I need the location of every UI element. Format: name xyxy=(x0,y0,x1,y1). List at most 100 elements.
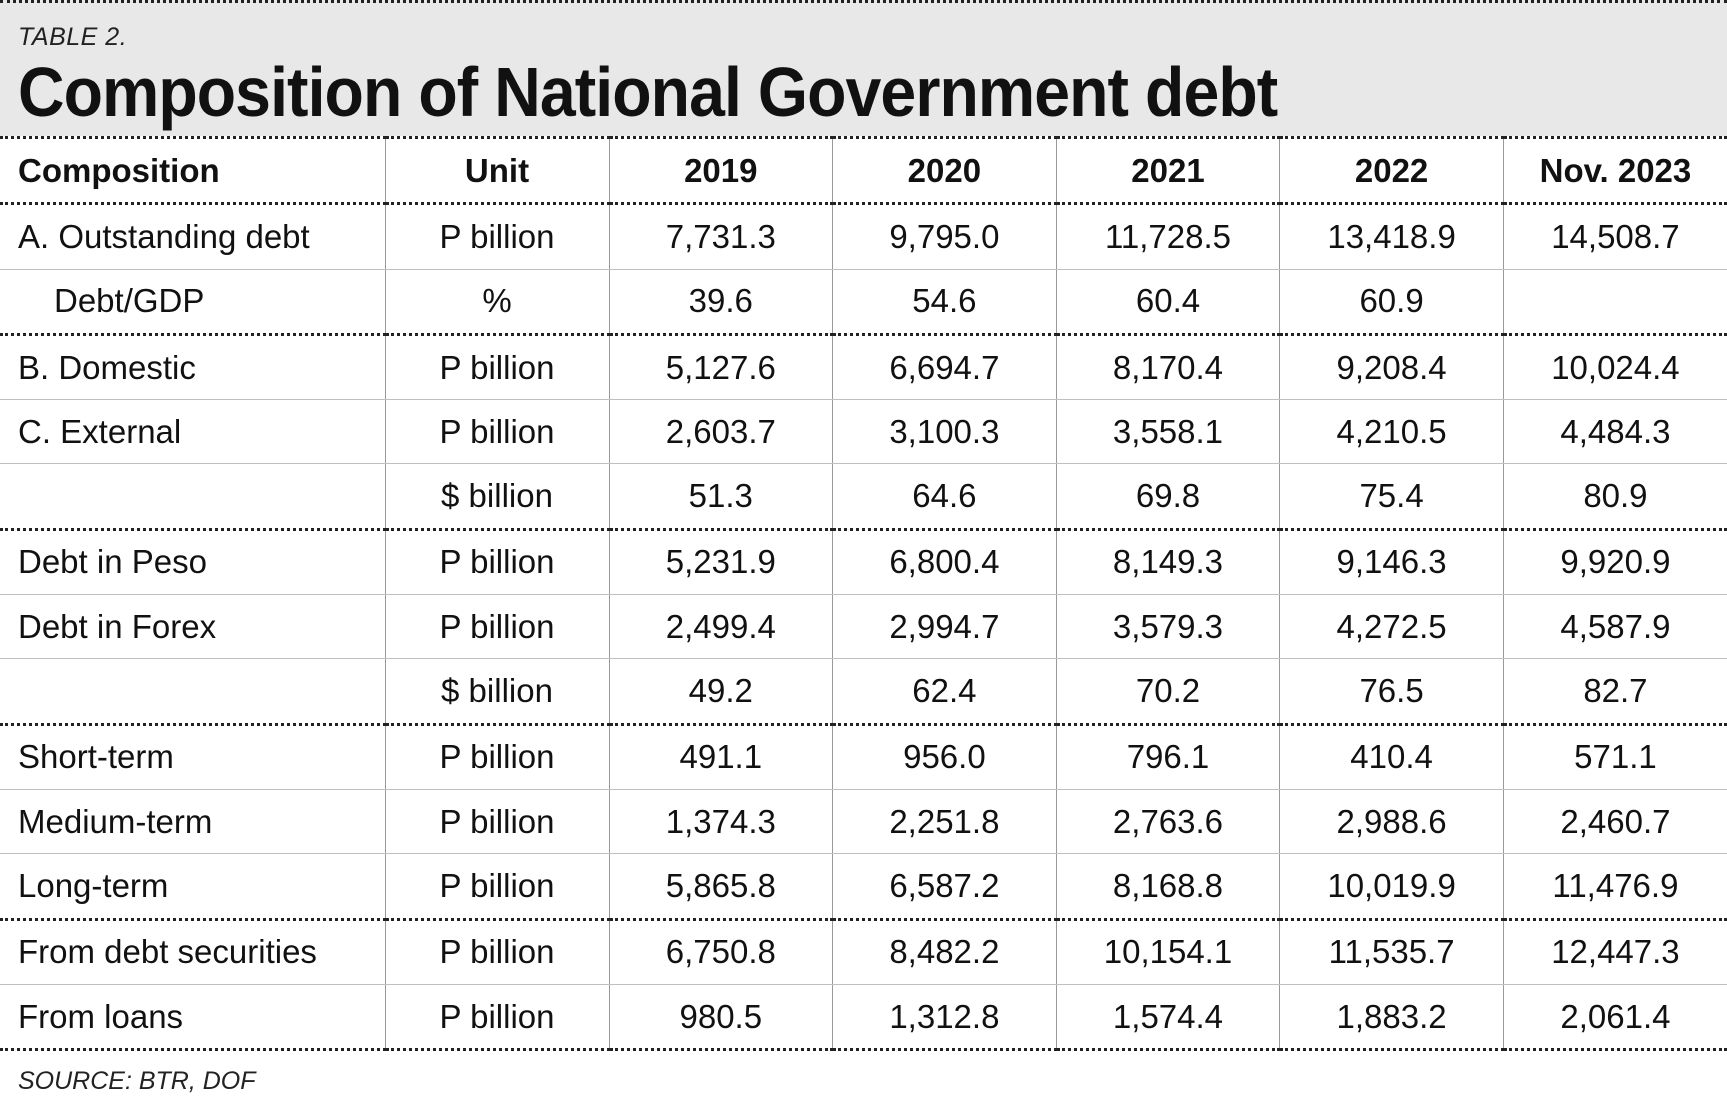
table-cell: P billion xyxy=(384,789,609,855)
table-cell: Long-term xyxy=(0,853,385,921)
table-cell: P billion xyxy=(384,399,609,465)
table-cell: P billion xyxy=(384,853,609,921)
table-cell: 5,127.6 xyxy=(608,334,833,401)
table-cell: From debt securities xyxy=(0,919,385,985)
table-cell: Short-term xyxy=(0,724,385,790)
table-cell: 80.9 xyxy=(1502,463,1727,531)
table-cell: 82.7 xyxy=(1502,658,1727,726)
table-cell: 2,763.6 xyxy=(1055,789,1280,855)
debt-composition-table: Composition Unit 2019 2020 2021 2022 Nov… xyxy=(0,135,1727,1052)
table-cell: A. Outstanding debt xyxy=(0,203,385,270)
table-cell: 8,149.3 xyxy=(1055,529,1280,596)
table-cell: C. External xyxy=(0,399,385,465)
table-row: $ billion 51.3 64.6 69.8 75.4 80.9 xyxy=(0,463,1727,531)
table-cell: 49.2 xyxy=(608,658,833,726)
table-cell: 410.4 xyxy=(1279,724,1504,790)
table-cell: 51.3 xyxy=(608,463,833,531)
table-cell: $ billion xyxy=(384,463,609,531)
table-cell: P billion xyxy=(384,594,609,660)
table-cell: 980.5 xyxy=(608,984,833,1052)
table-cell: 1,312.8 xyxy=(832,984,1057,1052)
table-cell: P billion xyxy=(384,984,609,1052)
table-cell: P billion xyxy=(384,334,609,401)
column-header: Unit xyxy=(384,135,609,206)
table-title: Composition of National Government debt xyxy=(18,53,1278,131)
table-cell: Debt in Forex xyxy=(0,594,385,660)
table-cell: B. Domestic xyxy=(0,334,385,401)
table-row: $ billion 49.2 62.4 70.2 76.5 82.7 xyxy=(0,658,1727,726)
table-row: C. External P billion 2,603.7 3,100.3 3,… xyxy=(0,399,1727,465)
table-cell: 8,482.2 xyxy=(832,919,1057,985)
table-cell: 70.2 xyxy=(1055,658,1280,726)
table-cell: 2,603.7 xyxy=(608,399,833,465)
table-cell: 10,019.9 xyxy=(1279,853,1504,921)
table-cell: 10,024.4 xyxy=(1502,334,1727,401)
table-row: From loans P billion 980.5 1,312.8 1,574… xyxy=(0,984,1727,1052)
table-cell: P billion xyxy=(384,724,609,790)
table-cell: 10,154.1 xyxy=(1055,919,1280,985)
table-cell: 11,728.5 xyxy=(1055,203,1280,270)
table-cell: 11,476.9 xyxy=(1502,853,1727,921)
table-cell: 4,484.3 xyxy=(1502,399,1727,465)
table-cell: 7,731.3 xyxy=(608,203,833,270)
table-cell: 76.5 xyxy=(1279,658,1504,726)
table-row: Medium-term P billion 1,374.3 2,251.8 2,… xyxy=(0,789,1727,855)
table-cell: 11,535.7 xyxy=(1279,919,1504,985)
table-cell: $ billion xyxy=(384,658,609,726)
table-cell: 13,418.9 xyxy=(1279,203,1504,270)
table-row: A. Outstanding debt P billion 7,731.3 9,… xyxy=(0,203,1727,270)
table-cell: 60.4 xyxy=(1055,269,1280,336)
table-cell: 8,170.4 xyxy=(1055,334,1280,401)
table-cell: 6,694.7 xyxy=(832,334,1057,401)
table-cell: 2,460.7 xyxy=(1502,789,1727,855)
table-row: B. Domestic P billion 5,127.6 6,694.7 8,… xyxy=(0,334,1727,401)
table-cell: 8,168.8 xyxy=(1055,853,1280,921)
table-cell: 1,883.2 xyxy=(1279,984,1504,1052)
table-cell: 3,558.1 xyxy=(1055,399,1280,465)
table-row: Debt in Peso P billion 5,231.9 6,800.4 8… xyxy=(0,529,1727,596)
table-cell: 60.9 xyxy=(1279,269,1504,336)
table-cell: 64.6 xyxy=(832,463,1057,531)
table-row: Short-term P billion 491.1 956.0 796.1 4… xyxy=(0,724,1727,790)
table-cell xyxy=(0,463,385,531)
table-row: Debt in Forex P billion 2,499.4 2,994.7 … xyxy=(0,594,1727,660)
table-cell: 54.6 xyxy=(832,269,1057,336)
table-cell: 4,272.5 xyxy=(1279,594,1504,660)
table-cell: 6,750.8 xyxy=(608,919,833,985)
table-cell: 9,920.9 xyxy=(1502,529,1727,596)
table-cell: 3,100.3 xyxy=(832,399,1057,465)
table-cell: 39.6 xyxy=(608,269,833,336)
table-cell: P billion xyxy=(384,203,609,270)
table-label: TABLE 2. xyxy=(18,23,128,51)
table-cell: 3,579.3 xyxy=(1055,594,1280,660)
column-header: 2019 xyxy=(608,135,833,206)
table-cell: 491.1 xyxy=(608,724,833,790)
table-cell: 6,587.2 xyxy=(832,853,1057,921)
table-row: Debt/GDP % 39.6 54.6 60.4 60.9 xyxy=(0,269,1727,336)
column-header: 2021 xyxy=(1055,135,1280,206)
table-cell xyxy=(0,658,385,726)
table-cell: P billion xyxy=(384,529,609,596)
table-cell: 1,374.3 xyxy=(608,789,833,855)
table-header: TABLE 2. Composition of National Governm… xyxy=(0,0,1727,136)
table-cell: 9,146.3 xyxy=(1279,529,1504,596)
table-cell: 69.8 xyxy=(1055,463,1280,531)
table-cell: 5,231.9 xyxy=(608,529,833,596)
table-cell: 6,800.4 xyxy=(832,529,1057,596)
table-cell: 4,210.5 xyxy=(1279,399,1504,465)
table-cell: 9,208.4 xyxy=(1279,334,1504,401)
table-cell: Debt in Peso xyxy=(0,529,385,596)
table-cell: 571.1 xyxy=(1502,724,1727,790)
table-cell: 12,447.3 xyxy=(1502,919,1727,985)
table-cell: 4,587.9 xyxy=(1502,594,1727,660)
column-header: 2020 xyxy=(832,135,1057,206)
column-header-row: Composition Unit 2019 2020 2021 2022 Nov… xyxy=(0,135,1727,206)
table-cell: 5,865.8 xyxy=(608,853,833,921)
column-header: Nov. 2023 xyxy=(1502,135,1727,206)
table-cell: 2,988.6 xyxy=(1279,789,1504,855)
table-cell xyxy=(1502,269,1727,336)
column-header: Composition xyxy=(0,135,385,206)
table-cell: 2,061.4 xyxy=(1502,984,1727,1052)
table-cell: % xyxy=(384,269,609,336)
